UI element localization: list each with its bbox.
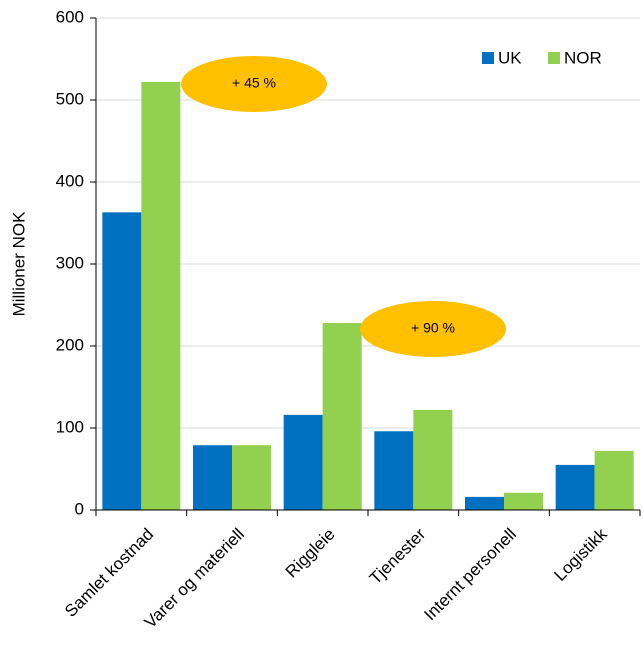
bar bbox=[413, 409, 453, 510]
bar bbox=[283, 414, 323, 510]
bar bbox=[504, 492, 543, 510]
bar bbox=[141, 81, 181, 511]
x-tick-label: Riggleie bbox=[282, 525, 339, 582]
bar bbox=[374, 431, 414, 510]
x-tick-label: Logistikk bbox=[550, 524, 611, 585]
x-tick-label: Internt personell bbox=[420, 525, 520, 625]
legend-swatch bbox=[482, 52, 494, 64]
y-tick-label: 0 bbox=[75, 499, 84, 518]
y-tick-label: 100 bbox=[56, 417, 84, 436]
y-tick-label: 500 bbox=[56, 89, 84, 108]
bar bbox=[232, 445, 271, 510]
annotation-bubble bbox=[181, 56, 327, 112]
y-tick-label: 200 bbox=[56, 335, 84, 354]
y-tick-label: 300 bbox=[56, 253, 84, 272]
bar bbox=[465, 496, 504, 510]
x-tick-label: Varer og materiell bbox=[141, 525, 248, 632]
bar bbox=[102, 212, 142, 510]
y-axis-label: Millioner NOK bbox=[9, 211, 28, 317]
bar bbox=[594, 450, 634, 510]
bar bbox=[555, 464, 595, 510]
y-tick-label: 600 bbox=[56, 7, 84, 26]
annotation-bubble bbox=[360, 301, 506, 357]
legend-swatch bbox=[548, 52, 560, 64]
bar bbox=[322, 323, 362, 510]
bar bbox=[193, 445, 232, 510]
annotation-text: + 90 % bbox=[411, 320, 455, 336]
legend-label: UK bbox=[498, 48, 522, 67]
legend-label: NOR bbox=[564, 48, 602, 67]
x-tick-label: Samlet kostnad bbox=[61, 525, 157, 621]
x-tick-label: Tjenester bbox=[366, 524, 430, 588]
y-tick-label: 400 bbox=[56, 171, 84, 190]
annotation-text: + 45 % bbox=[232, 75, 276, 91]
